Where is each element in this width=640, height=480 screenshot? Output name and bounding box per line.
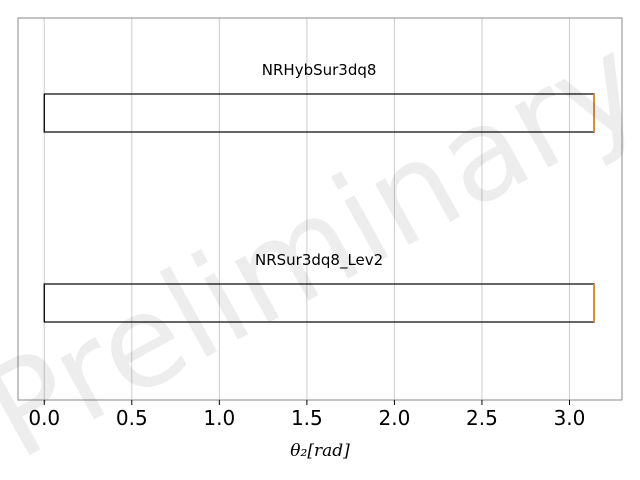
box-label: NRSur3dq8_Lev2 bbox=[255, 251, 383, 270]
x-tick-label: 2.0 bbox=[378, 406, 410, 430]
grid-lines bbox=[43, 18, 570, 400]
x-tick-label: 3.0 bbox=[554, 406, 586, 430]
box-label: NRHybSur3dq8 bbox=[262, 61, 377, 79]
x-tick-label: 1.0 bbox=[203, 406, 235, 430]
x-ticks: 0.0 0.5 1.0 1.5 2.0 2.5 3.0 bbox=[28, 400, 585, 430]
x-tick-label: 0.5 bbox=[116, 406, 148, 430]
x-axis-label: θ₂[rad] bbox=[290, 441, 350, 461]
x-tick-label: 1.5 bbox=[291, 406, 323, 430]
x-tick-label: 2.5 bbox=[466, 406, 498, 430]
box-plots: NRHybSur3dq8 NRSur3dq8_Lev2 bbox=[43, 61, 595, 323]
x-tick-label: 0.0 bbox=[28, 406, 60, 430]
plot-frame bbox=[17, 17, 623, 401]
